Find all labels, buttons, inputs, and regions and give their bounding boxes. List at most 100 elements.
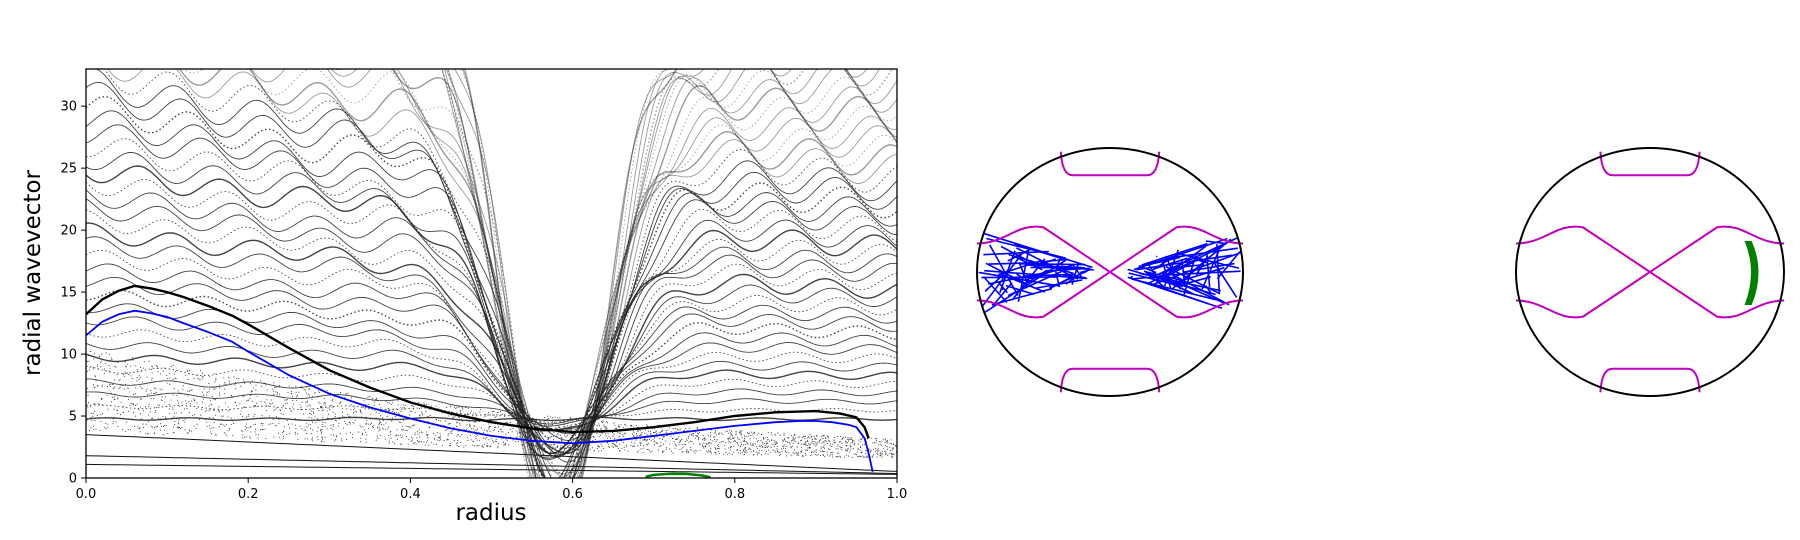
- chaotic-point: [690, 449, 692, 451]
- chaotic-point: [756, 446, 758, 448]
- invariant-curve: [86, 276, 897, 456]
- x-tick-label: 0.6: [562, 487, 583, 502]
- chaotic-point: [473, 426, 475, 428]
- chaotic-point: [771, 443, 773, 445]
- chaotic-point: [833, 439, 835, 441]
- chaotic-point: [329, 404, 331, 406]
- chaotic-point: [353, 423, 355, 425]
- chaotic-point: [308, 388, 310, 390]
- chaotic-point: [740, 433, 742, 435]
- chaotic-point: [206, 425, 208, 428]
- chaotic-point: [543, 443, 545, 445]
- chaotic-point: [186, 402, 188, 405]
- chaotic-point: [795, 437, 797, 439]
- chaotic-point: [161, 396, 163, 398]
- chaotic-point: [845, 454, 847, 456]
- chaotic-point: [136, 380, 138, 382]
- chaotic-point: [419, 436, 421, 438]
- chaotic-point: [505, 443, 507, 445]
- chaotic-point: [350, 397, 352, 399]
- chaotic-point: [352, 422, 354, 424]
- chaotic-point: [461, 406, 463, 409]
- chaotic-point: [596, 428, 598, 430]
- chaotic-point: [533, 417, 535, 420]
- chaotic-point: [337, 425, 340, 427]
- chaotic-point: [322, 417, 324, 419]
- chaotic-point: [769, 451, 771, 453]
- chaotic-point: [753, 437, 755, 439]
- chaotic-point: [613, 438, 615, 440]
- chaotic-point: [397, 404, 399, 406]
- chaotic-point: [607, 433, 609, 435]
- chaotic-point: [765, 443, 767, 445]
- chaotic-point: [174, 421, 176, 423]
- chaotic-point: [93, 358, 95, 360]
- chaotic-point: [520, 428, 522, 431]
- chaotic-point: [620, 424, 622, 426]
- chaotic-point: [721, 441, 723, 443]
- chaotic-point: [525, 422, 527, 424]
- chaotic-point: [410, 410, 413, 412]
- chaotic-point: [516, 433, 519, 435]
- chaotic-point: [215, 433, 217, 435]
- chaotic-point: [552, 417, 554, 419]
- chaotic-point: [301, 397, 303, 399]
- chaotic-point: [551, 444, 553, 446]
- chaotic-point: [618, 432, 620, 434]
- chaotic-point: [662, 436, 664, 438]
- chaotic-point: [385, 429, 387, 431]
- chaotic-point: [86, 361, 88, 363]
- chaotic-point: [797, 452, 800, 454]
- chaotic-point: [211, 427, 213, 429]
- chaotic-point: [853, 440, 855, 442]
- invariant-curve: [86, 151, 897, 463]
- chaotic-point: [567, 440, 569, 442]
- chaotic-point: [353, 412, 355, 414]
- chaotic-point: [453, 406, 456, 408]
- chaotic-point: [681, 451, 683, 453]
- chaotic-point: [660, 431, 663, 433]
- chaotic-point: [715, 440, 717, 442]
- chaotic-point: [311, 398, 313, 400]
- chaotic-point: [105, 352, 107, 354]
- chaotic-point: [123, 374, 125, 376]
- chaotic-point: [391, 420, 393, 422]
- chaotic-point: [332, 406, 334, 408]
- chaotic-point: [714, 436, 716, 438]
- phase-space-curves: [86, 69, 897, 478]
- chaotic-point: [435, 405, 437, 407]
- chaotic-point: [809, 437, 811, 439]
- chaotic-point: [504, 444, 506, 446]
- chaotic-point: [878, 450, 880, 452]
- chaotic-point: [728, 432, 730, 434]
- chaotic-point: [184, 394, 186, 396]
- chaotic-point: [390, 430, 392, 432]
- chaotic-point: [414, 434, 416, 436]
- trajectory-segment: [1033, 258, 1057, 268]
- chaotic-point: [288, 385, 290, 387]
- chaotic-point: [666, 431, 668, 433]
- chaotic-point: [127, 428, 129, 431]
- chaotic-point: [511, 412, 513, 414]
- chaotic-point: [150, 397, 152, 399]
- chaotic-point: [150, 425, 152, 427]
- chaotic-point: [810, 452, 812, 454]
- chaotic-point: [646, 439, 648, 441]
- chaotic-point: [345, 393, 347, 395]
- chaotic-point: [277, 432, 280, 434]
- chaotic-point: [683, 430, 686, 432]
- chaotic-point: [408, 439, 410, 441]
- chaotic-point: [684, 441, 687, 443]
- chaotic-point: [362, 426, 364, 428]
- chaotic-point: [623, 442, 625, 444]
- chaotic-point: [803, 435, 805, 437]
- chaotic-point: [655, 430, 657, 432]
- chaotic-point: [321, 440, 323, 442]
- chaotic-point: [605, 426, 607, 428]
- chaotic-point: [488, 439, 490, 441]
- highlighted-orbits: [86, 284, 874, 478]
- chaotic-point: [884, 438, 886, 440]
- chaotic-point: [238, 378, 240, 380]
- chaotic-point: [339, 433, 341, 435]
- chaotic-point: [151, 418, 153, 420]
